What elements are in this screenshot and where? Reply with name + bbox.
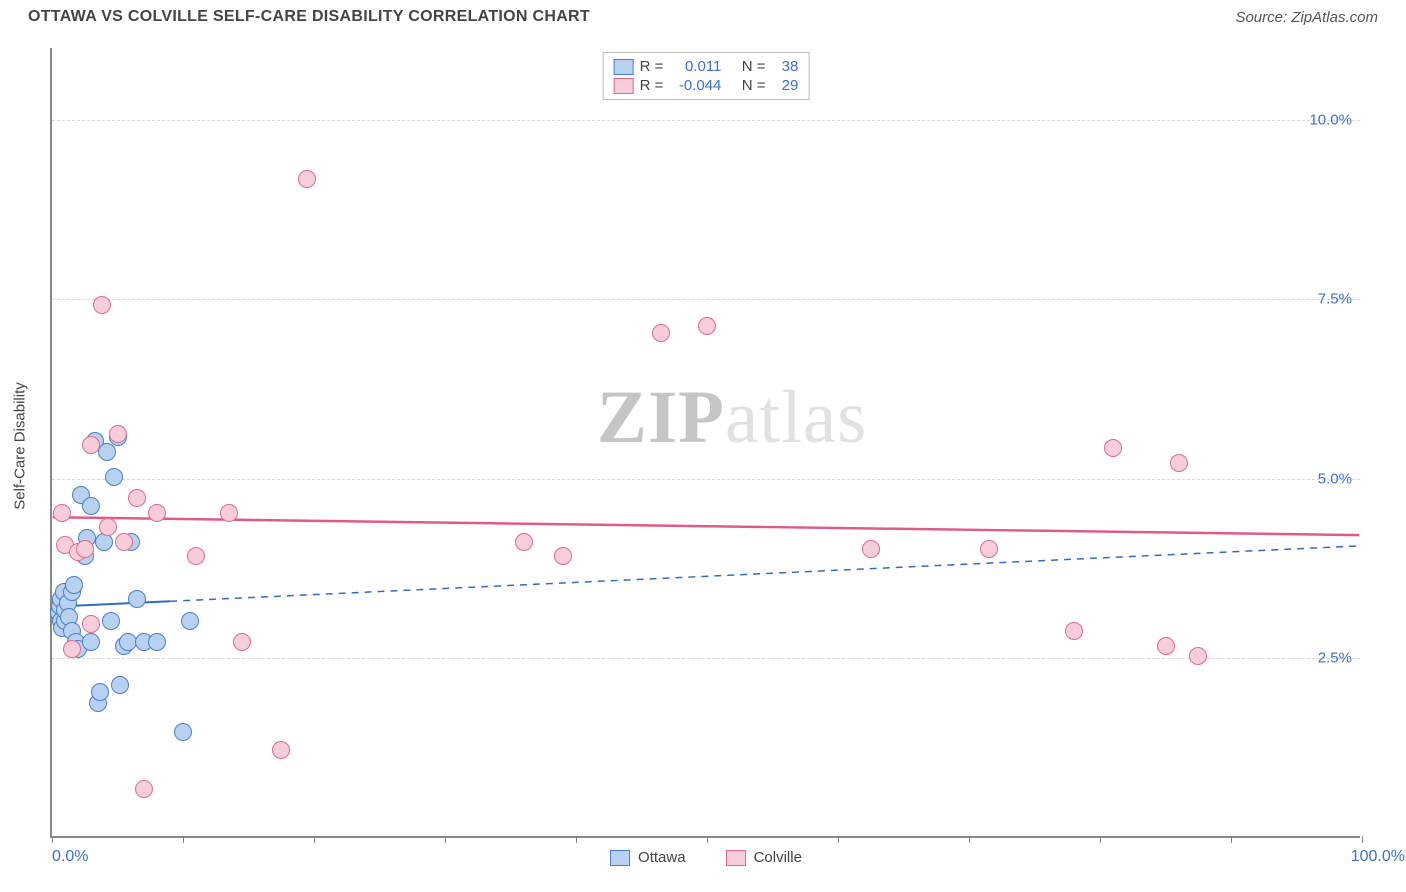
x-tick [1100, 836, 1101, 843]
scatter-point-colville [187, 547, 205, 565]
chart-title: OTTAWA VS COLVILLE SELF-CARE DISABILITY … [28, 8, 590, 26]
scatter-point-colville [63, 640, 81, 658]
scatter-point-ottawa [82, 497, 100, 515]
x-tick-label-max: 100.0% [1351, 848, 1405, 866]
scatter-point-ottawa [65, 576, 83, 594]
legend-stats-row-colville: R = -0.044 N = 29 [614, 76, 799, 95]
scatter-point-colville [233, 633, 251, 651]
scatter-point-colville [109, 425, 127, 443]
scatter-point-ottawa [105, 468, 123, 486]
legend-n-value: 29 [782, 77, 799, 94]
legend-swatch [614, 78, 634, 94]
scatter-point-ottawa [111, 676, 129, 694]
x-tick [1231, 836, 1232, 843]
scatter-point-ottawa [128, 590, 146, 608]
legend-r-label: R = [640, 58, 664, 75]
y-tick-label: 7.5% [1318, 291, 1352, 308]
scatter-point-ottawa [174, 723, 192, 741]
scatter-point-colville [220, 504, 238, 522]
x-tick [576, 836, 577, 843]
scatter-point-ottawa [102, 612, 120, 630]
scatter-point-colville [1065, 622, 1083, 640]
scatter-point-ottawa [181, 612, 199, 630]
x-tick [52, 836, 53, 843]
trendline-dashed [170, 546, 1359, 601]
scatter-point-colville [1104, 439, 1122, 457]
trendline-solid [53, 517, 1360, 535]
watermark-atlas: atlas [725, 376, 867, 459]
scatter-point-ottawa [148, 633, 166, 651]
scatter-point-colville [82, 436, 100, 454]
legend-r-label: R = [640, 77, 664, 94]
legend-item-ottawa: Ottawa [610, 849, 686, 866]
scatter-point-colville [980, 540, 998, 558]
trend-lines-svg [52, 48, 1360, 836]
legend-label: Ottawa [638, 849, 686, 866]
legend-swatch [614, 59, 634, 75]
scatter-point-colville [652, 324, 670, 342]
scatter-point-colville [1157, 637, 1175, 655]
gridline [52, 299, 1360, 300]
scatter-point-colville [515, 533, 533, 551]
scatter-point-colville [272, 741, 290, 759]
scatter-point-colville [148, 504, 166, 522]
legend-label: Colville [754, 849, 802, 866]
y-axis-label: Self-Care Disability [12, 382, 29, 510]
x-tick [445, 836, 446, 843]
legend-r-value: -0.044 [669, 77, 721, 94]
chart-source: Source: ZipAtlas.com [1235, 9, 1378, 26]
legend-swatch [610, 850, 630, 866]
y-tick-label: 10.0% [1309, 111, 1352, 128]
y-tick-label: 2.5% [1318, 650, 1352, 667]
scatter-point-colville [128, 489, 146, 507]
scatter-point-colville [698, 317, 716, 335]
x-tick [838, 836, 839, 843]
watermark: ZIPatlas [597, 375, 867, 461]
gridline [52, 120, 1360, 121]
scatter-point-colville [554, 547, 572, 565]
scatter-point-colville [93, 296, 111, 314]
x-tick [183, 836, 184, 843]
scatter-point-colville [1189, 647, 1207, 665]
x-tick [969, 836, 970, 843]
legend-n-label: N = [742, 58, 766, 75]
scatter-point-colville [99, 518, 117, 536]
gridline [52, 479, 1360, 480]
scatter-point-colville [135, 780, 153, 798]
legend-stats-box: R = 0.011 N = 38 R = -0.044 N = 29 [603, 52, 810, 100]
scatter-point-colville [115, 533, 133, 551]
legend-item-colville: Colville [726, 849, 802, 866]
chart-plot-area: ZIPatlas R = 0.011 N = 38 R = -0.044 N = 29… [50, 48, 1360, 838]
x-tick [314, 836, 315, 843]
gridline [52, 658, 1360, 659]
scatter-point-colville [76, 540, 94, 558]
legend-series: Ottawa Colville [610, 849, 802, 866]
legend-n-label: N = [742, 77, 766, 94]
scatter-point-ottawa [91, 683, 109, 701]
legend-swatch [726, 850, 746, 866]
x-tick-label-min: 0.0% [52, 848, 88, 866]
scatter-point-ottawa [82, 633, 100, 651]
legend-stats-row-ottawa: R = 0.011 N = 38 [614, 57, 799, 76]
legend-n-value: 38 [782, 58, 799, 75]
legend-r-value: 0.011 [669, 58, 721, 75]
x-tick [707, 836, 708, 843]
watermark-zip: ZIP [597, 376, 725, 459]
x-tick [1362, 836, 1363, 843]
scatter-point-colville [862, 540, 880, 558]
scatter-point-colville [53, 504, 71, 522]
y-tick-label: 5.0% [1318, 470, 1352, 487]
scatter-point-colville [1170, 454, 1188, 472]
scatter-point-colville [82, 615, 100, 633]
scatter-point-colville [298, 170, 316, 188]
chart-header: OTTAWA VS COLVILLE SELF-CARE DISABILITY … [0, 0, 1406, 30]
